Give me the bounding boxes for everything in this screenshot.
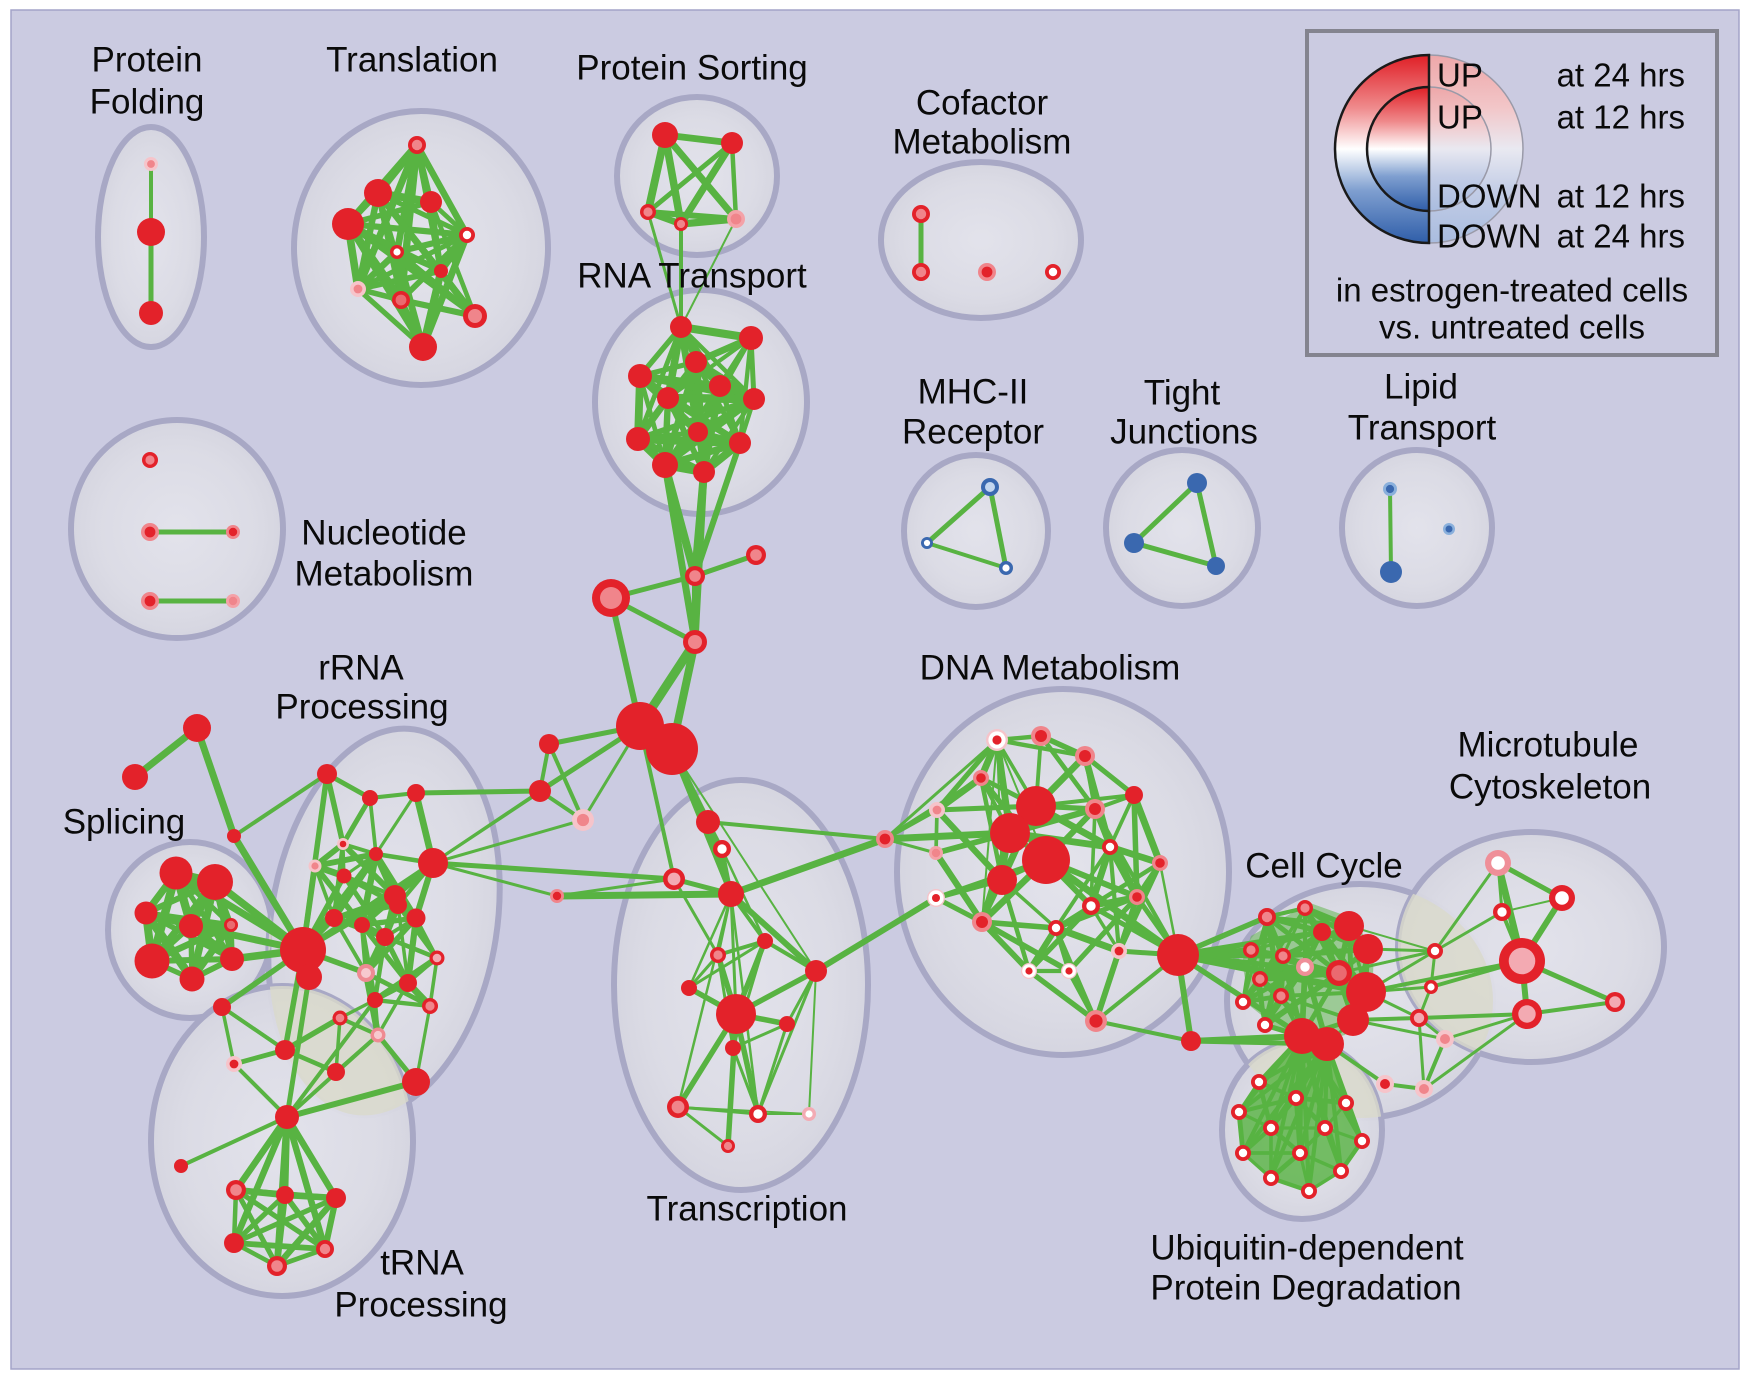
svg-text:Metabolism: Metabolism: [893, 123, 1072, 162]
svg-text:tRNA: tRNA: [380, 1244, 464, 1283]
svg-text:Cell Cycle: Cell Cycle: [1245, 847, 1403, 886]
svg-text:at 24 hrs: at 24 hrs: [1557, 57, 1685, 94]
svg-text:Protein Sorting: Protein Sorting: [576, 49, 808, 88]
svg-text:Splicing: Splicing: [63, 803, 186, 842]
svg-text:MHC-II: MHC-II: [918, 373, 1029, 412]
svg-text:Protein Degradation: Protein Degradation: [1150, 1269, 1461, 1308]
svg-text:RNA Transport: RNA Transport: [577, 257, 807, 296]
svg-text:DOWN: DOWN: [1437, 178, 1541, 215]
svg-text:DNA Metabolism: DNA Metabolism: [920, 649, 1181, 688]
svg-text:Protein: Protein: [92, 41, 203, 80]
svg-text:Receptor: Receptor: [902, 413, 1044, 452]
svg-text:at 12 hrs: at 12 hrs: [1557, 99, 1685, 136]
svg-text:Ubiquitin-dependent: Ubiquitin-dependent: [1150, 1229, 1464, 1268]
svg-text:rRNA: rRNA: [318, 649, 404, 688]
svg-text:Translation: Translation: [326, 41, 498, 80]
svg-text:at 24 hrs: at 24 hrs: [1557, 218, 1685, 255]
svg-text:Processing: Processing: [275, 688, 448, 727]
svg-text:Transcription: Transcription: [647, 1190, 848, 1229]
svg-text:Cytoskeleton: Cytoskeleton: [1449, 768, 1651, 807]
svg-text:vs. untreated cells: vs. untreated cells: [1379, 309, 1645, 346]
svg-text:Cofactor: Cofactor: [916, 84, 1049, 123]
svg-text:Transport: Transport: [1348, 409, 1497, 448]
svg-text:Folding: Folding: [90, 83, 205, 122]
svg-text:DOWN: DOWN: [1437, 218, 1541, 255]
svg-text:at 12 hrs: at 12 hrs: [1557, 178, 1685, 215]
svg-text:Nucleotide: Nucleotide: [301, 514, 466, 553]
svg-text:UP: UP: [1437, 99, 1483, 136]
svg-text:Junctions: Junctions: [1110, 413, 1258, 452]
svg-text:Lipid: Lipid: [1384, 368, 1458, 407]
svg-text:Microtubule: Microtubule: [1458, 726, 1639, 765]
svg-text:Tight: Tight: [1144, 374, 1221, 413]
svg-text:UP: UP: [1437, 57, 1483, 94]
svg-text:Metabolism: Metabolism: [295, 555, 474, 594]
svg-text:in estrogen-treated cells: in estrogen-treated cells: [1336, 272, 1688, 309]
svg-text:Processing: Processing: [334, 1286, 507, 1325]
